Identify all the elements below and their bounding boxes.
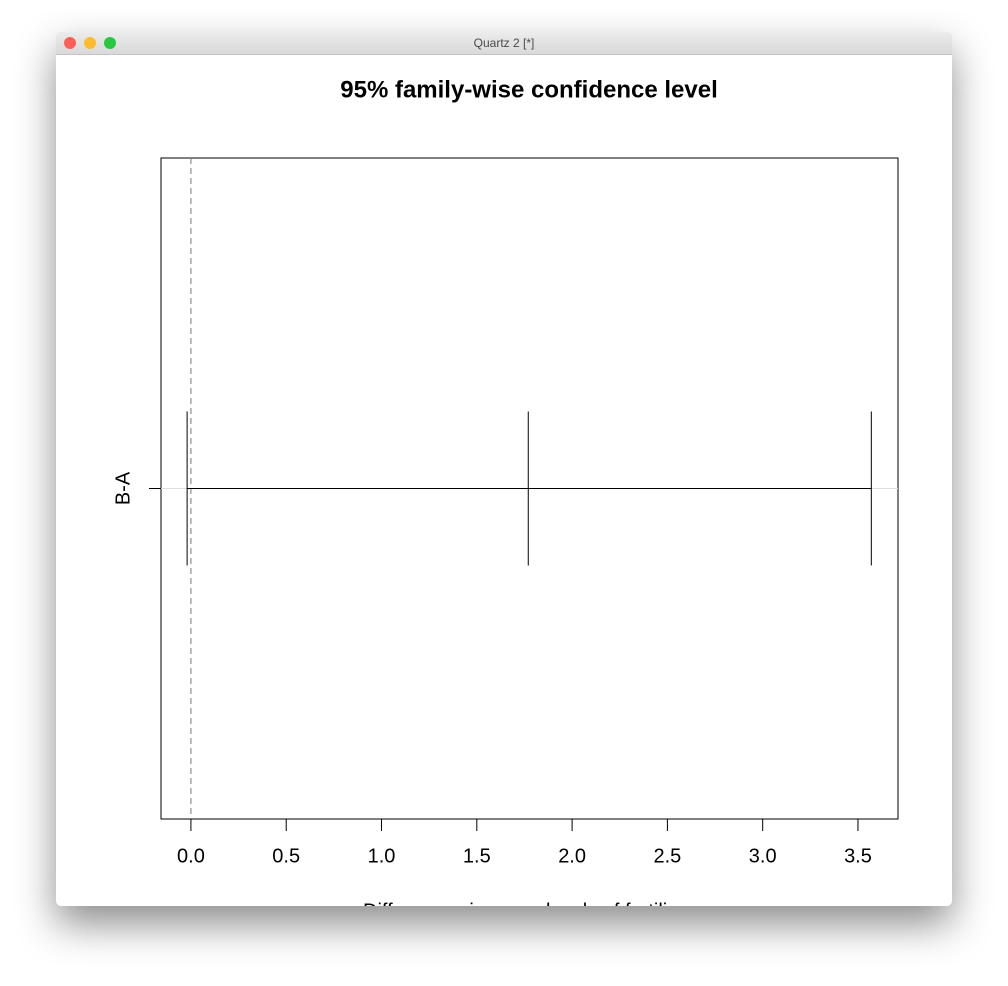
- x-tick-label: 3.0: [749, 845, 777, 867]
- x-axis-label: Differences in mean levels of fertilizer: [363, 900, 695, 906]
- window-title: Quartz 2 [*]: [473, 36, 535, 50]
- x-tick-label: 0.0: [177, 845, 205, 867]
- x-tick-label: 1.0: [368, 845, 396, 867]
- chart-title: 95% family-wise confidence level: [340, 76, 718, 103]
- title-bar: Quartz 2 [*]: [56, 32, 952, 55]
- x-tick-label: 1.5: [463, 845, 491, 867]
- x-tick-label: 2.0: [558, 845, 586, 867]
- x-tick-label: 2.5: [653, 845, 681, 867]
- y-tick-label: B-A: [112, 471, 134, 505]
- x-tick-label: 0.5: [272, 845, 300, 867]
- x-tick-label: 3.5: [844, 845, 872, 867]
- zoom-button[interactable]: [104, 37, 116, 49]
- close-button[interactable]: [64, 37, 76, 49]
- chart: 95% family-wise confidence level Differe…: [112, 76, 899, 906]
- minimize-button[interactable]: [84, 37, 96, 49]
- window: Quartz 2 [*] 95% family-wise confidence …: [56, 32, 952, 906]
